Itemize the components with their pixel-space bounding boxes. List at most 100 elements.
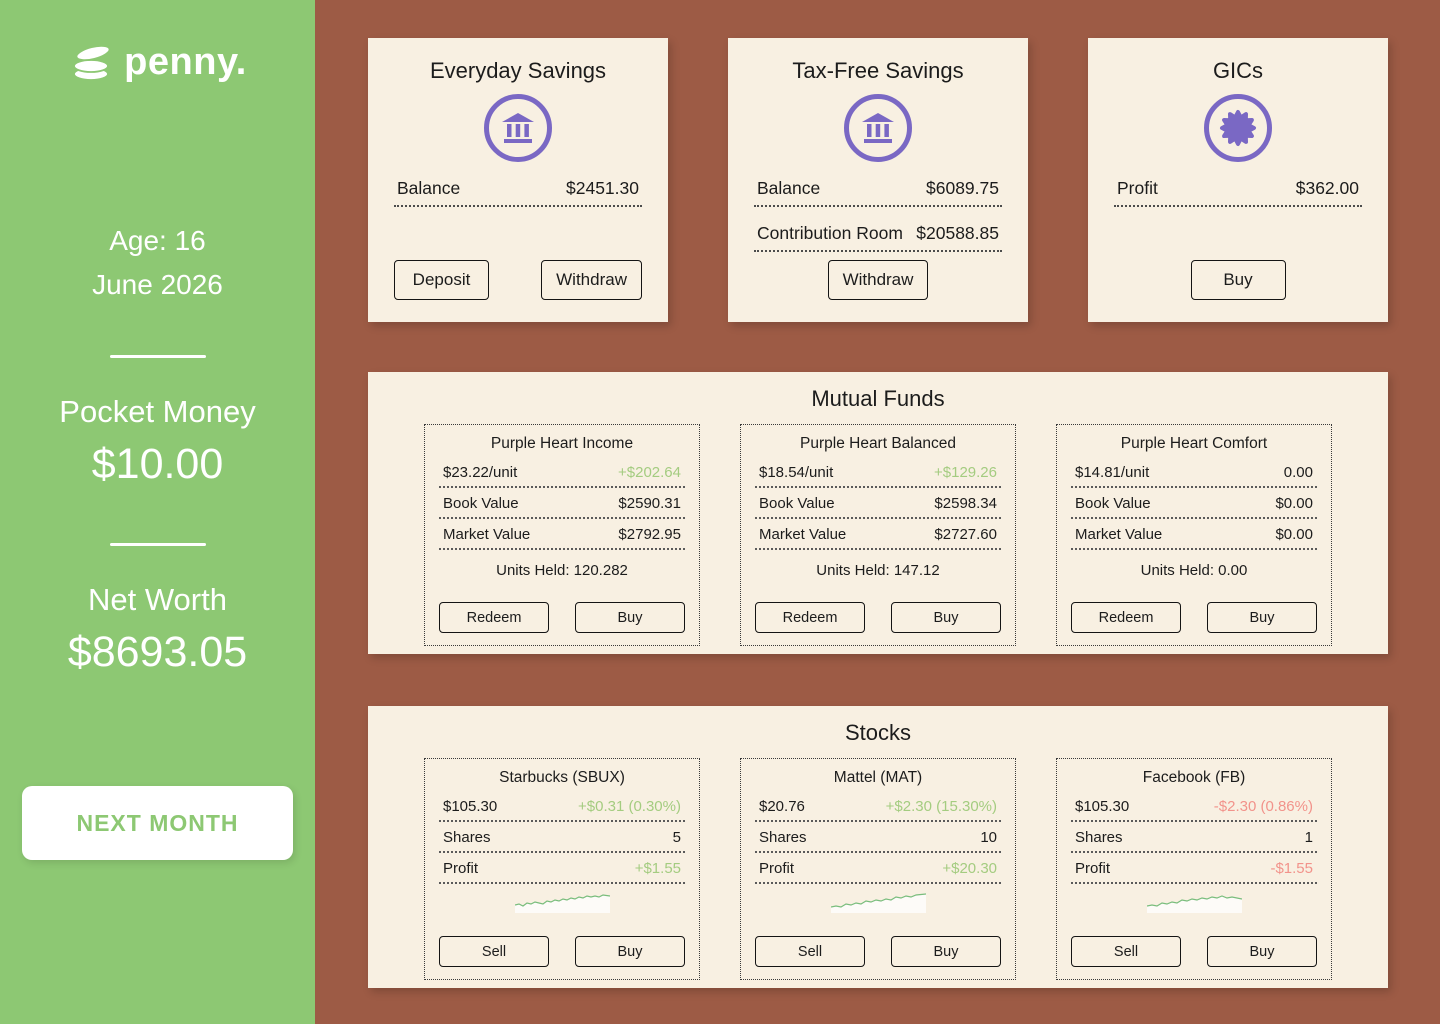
stock-card-mattel: Mattel (MAT) $20.76 +$2.30 (15.30%) Shar… xyxy=(740,758,1016,980)
fund-change: 0.00 xyxy=(1283,464,1313,481)
account-actions: Deposit Withdraw xyxy=(394,260,642,300)
book-value-label: Book Value xyxy=(759,495,835,512)
next-month-button[interactable]: NEXT MONTH xyxy=(22,786,293,860)
net-worth-value: $8693.05 xyxy=(67,628,248,676)
deposit-button[interactable]: Deposit xyxy=(394,260,489,300)
profit-label: Profit xyxy=(443,860,479,877)
fund-actions: Redeem Buy xyxy=(439,602,685,633)
balance-row: Balance $6089.75 xyxy=(754,178,1002,207)
buy-button[interactable]: Buy xyxy=(1190,260,1286,300)
contribution-room-value: $20588.85 xyxy=(916,223,999,243)
pocket-money-value: $10.00 xyxy=(91,440,224,488)
stocks-title: Stocks xyxy=(844,720,912,745)
redeem-button[interactable]: Redeem xyxy=(1071,602,1181,633)
buy-button[interactable]: Buy xyxy=(891,602,1001,633)
balance-label: Balance xyxy=(397,178,461,198)
stock-price: $105.30 xyxy=(443,798,498,815)
mutual-funds-cards: Purple Heart Income $23.22/unit +$202.64… xyxy=(424,424,1332,646)
sell-button[interactable]: Sell xyxy=(439,936,549,967)
stock-price: $20.76 xyxy=(759,798,805,815)
shares-row: Shares 1 xyxy=(1071,829,1317,853)
mutual-funds-title: Mutual Funds xyxy=(811,386,945,411)
balance-value: $6089.75 xyxy=(926,178,999,198)
buy-button[interactable]: Buy xyxy=(575,936,685,967)
stock-actions: Sell Buy xyxy=(755,936,1001,967)
book-value: $2590.31 xyxy=(618,495,681,512)
market-value-row: Market Value $0.00 xyxy=(1071,526,1317,550)
withdraw-button[interactable]: Withdraw xyxy=(827,260,929,300)
price-row: $20.76 +$2.30 (15.30%) xyxy=(755,798,1001,822)
unit-price-row: $23.22/unit +$202.64 xyxy=(439,464,685,488)
contribution-room-label: Contribution Room xyxy=(757,223,903,243)
shares-row: Shares 10 xyxy=(755,829,1001,853)
bank-icon xyxy=(484,94,552,162)
account-actions: Buy xyxy=(1114,260,1362,300)
market-value-row: Market Value $2792.95 xyxy=(439,526,685,550)
balance-value: $2451.30 xyxy=(566,178,639,198)
sell-button[interactable]: Sell xyxy=(755,936,865,967)
market-value-row: Market Value $2727.60 xyxy=(755,526,1001,550)
stocks-cards: Starbucks (SBUX) $105.30 +$0.31 (0.30%) … xyxy=(424,758,1332,980)
pocket-money-label: Pocket Money xyxy=(59,394,256,429)
withdraw-button[interactable]: Withdraw xyxy=(541,260,642,300)
shares-value: 5 xyxy=(672,829,681,846)
market-value-label: Market Value xyxy=(443,526,531,543)
mutual-funds-panel: Mutual Funds Purple Heart Income $23.22/… xyxy=(368,372,1388,654)
market-value-label: Market Value xyxy=(759,526,847,543)
tax-free-savings-card: Tax-Free Savings Balance $6089.75 Contri… xyxy=(728,38,1028,322)
card-title: GICs xyxy=(1212,58,1264,83)
stock-change: -$2.30 (0.86%) xyxy=(1213,798,1313,815)
redeem-button[interactable]: Redeem xyxy=(439,602,549,633)
stock-actions: Sell Buy xyxy=(439,936,685,967)
market-value: $0.00 xyxy=(1275,526,1313,543)
seal-icon xyxy=(1204,94,1272,162)
buy-button[interactable]: Buy xyxy=(1207,602,1317,633)
stock-card-starbucks: Starbucks (SBUX) $105.30 +$0.31 (0.30%) … xyxy=(424,758,700,980)
date-label: June 2026 xyxy=(92,269,223,300)
shares-label: Shares xyxy=(759,829,807,846)
market-value-label: Market Value xyxy=(1075,526,1163,543)
book-value-row: Book Value $2598.34 xyxy=(755,495,1001,519)
price-row: $105.30 +$0.31 (0.30%) xyxy=(439,798,685,822)
divider xyxy=(109,355,206,358)
fund-card-purple-heart-comfort: Purple Heart Comfort $14.81/unit 0.00 Bo… xyxy=(1056,424,1332,646)
book-value-row: Book Value $0.00 xyxy=(1071,495,1317,519)
stock-sparkline xyxy=(830,893,926,913)
logo-text: penny. xyxy=(124,41,247,83)
profit-value: +$1.55 xyxy=(634,860,681,877)
profit-value: -$1.55 xyxy=(1270,860,1313,877)
profit-label: Profit xyxy=(759,860,795,877)
profit-label: Profit xyxy=(1117,178,1158,198)
units-held: Units Held: 0.00 xyxy=(1140,562,1248,579)
book-value-label: Book Value xyxy=(1075,495,1151,512)
fund-card-purple-heart-income: Purple Heart Income $23.22/unit +$202.64… xyxy=(424,424,700,646)
units-held: Units Held: 147.12 xyxy=(816,562,940,579)
bank-icon xyxy=(844,94,912,162)
price-row: $105.30 -$2.30 (0.86%) xyxy=(1071,798,1317,822)
profit-label: Profit xyxy=(1075,860,1111,877)
buy-button[interactable]: Buy xyxy=(575,602,685,633)
redeem-button[interactable]: Redeem xyxy=(755,602,865,633)
profit-row: Profit +$1.55 xyxy=(439,860,685,884)
fund-name: Purple Heart Comfort xyxy=(1120,435,1268,452)
profit-value: +$20.30 xyxy=(942,860,997,877)
penny-logo: penny. xyxy=(0,0,315,89)
buy-button[interactable]: Buy xyxy=(891,936,1001,967)
shares-label: Shares xyxy=(443,829,491,846)
accounts-row: Everyday Savings Balance $2451.30 Deposi… xyxy=(368,38,1388,322)
stocks-panel: Stocks Starbucks (SBUX) $105.30 +$0.31 (… xyxy=(368,706,1388,988)
stock-price: $105.30 xyxy=(1075,798,1130,815)
divider xyxy=(109,543,206,546)
unit-price: $14.81/unit xyxy=(1075,464,1150,481)
buy-button[interactable]: Buy xyxy=(1207,936,1317,967)
book-value-label: Book Value xyxy=(443,495,519,512)
sell-button[interactable]: Sell xyxy=(1071,936,1181,967)
shares-label: Shares xyxy=(1075,829,1123,846)
coins-icon xyxy=(68,36,116,89)
fund-name: Purple Heart Income xyxy=(490,435,634,452)
stock-sparkline xyxy=(1146,895,1242,913)
stock-name: Facebook (FB) xyxy=(1142,769,1246,786)
net-worth-label: Net Worth xyxy=(88,582,227,617)
balance-row: Balance $2451.30 xyxy=(394,178,642,207)
fund-actions: Redeem Buy xyxy=(755,602,1001,633)
